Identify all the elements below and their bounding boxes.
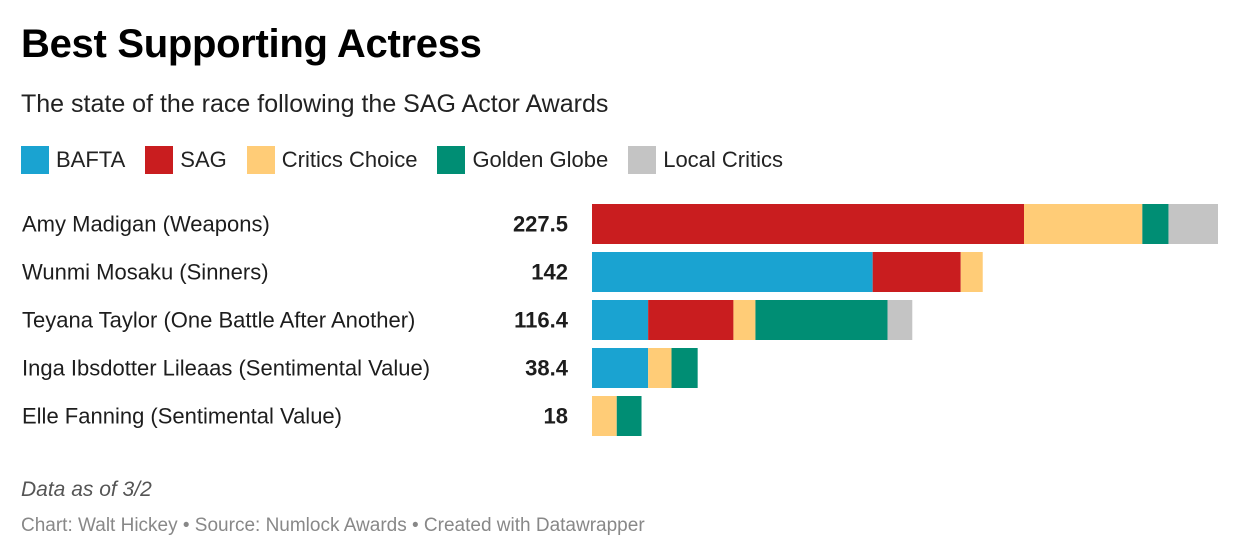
row-total-label: 142 [531,260,568,285]
bar-segment-critics-choice [733,300,756,340]
bar-segment-sag [648,300,734,340]
legend-swatch-critics-choice [246,146,275,174]
legend-item-local-critics: Local Critics [628,146,783,174]
bar-segment-bafta [592,300,649,340]
legend-swatch-bafta [21,146,49,174]
row-total-label: 227.5 [513,212,568,237]
row-label: Teyana Taylor (One Battle After Another) [22,308,415,333]
bar-segment-golden-globe [671,348,698,388]
row-label: Elle Fanning (Sentimental Value) [22,404,342,429]
legend-label-sag: SAG [180,147,227,172]
legend-swatch-local-critics [628,146,657,174]
row-label: Amy Madigan (Weapons) [22,212,270,237]
data-note: Data as of 3/2 [21,478,152,501]
row-total-label: 38.4 [525,356,569,381]
bar-segment-critics-choice [592,396,617,436]
bar-segment-golden-globe [755,300,888,340]
chart-subtitle: The state of the race following the SAG … [21,90,609,118]
stacked-bar-chart: Amy Madigan (Weapons) 227.5 Wunmi Mosaku (… [22,204,1218,436]
legend-item-sag: SAG [145,146,227,174]
bar-segment-golden-globe [616,396,642,436]
bar-segment-local-critics [1168,204,1218,244]
legend-label-local-critics: Local Critics [663,147,784,172]
legend-label-bafta: BAFTA [56,147,126,172]
legend-item-bafta: BAFTA [21,146,125,174]
bar-segment-bafta [592,252,873,292]
chart-credit: Chart: Walt Hickey • Source: Numlock Awa… [21,515,645,536]
bar-segment-sag [872,252,961,292]
legend-label-critics-choice: Critics Choice [281,147,418,172]
bar-segment-golden-globe [1142,204,1169,244]
bar-segment-critics-choice [648,348,672,388]
legend-item-critics-choice: Critics Choice [246,146,418,174]
bar-segment-critics-choice [960,252,983,292]
bar-segment-critics-choice [1024,204,1143,244]
row-label: Wunmi Mosaku (Sinners) [22,260,269,285]
row-total-label: 116.4 [514,308,569,333]
legend: BAFTA SAG Critics Choice Golden Globe Lo… [21,146,803,174]
row-total-label: 18 [544,404,568,429]
legend-swatch-sag [145,146,174,174]
bar-segment-sag [592,204,1025,244]
bar-segment-local-critics [887,300,913,340]
bar-segment-bafta [592,348,649,388]
legend-label-golden-globe: Golden Globe [472,147,609,172]
legend-item-golden-globe: Golden Globe [437,146,608,174]
legend-swatch-golden-globe [437,146,466,174]
row-label: Inga Ibsdotter Lileaas (Sentimental Valu… [22,356,430,381]
chart-title: Best Supporting Actress [21,22,482,66]
